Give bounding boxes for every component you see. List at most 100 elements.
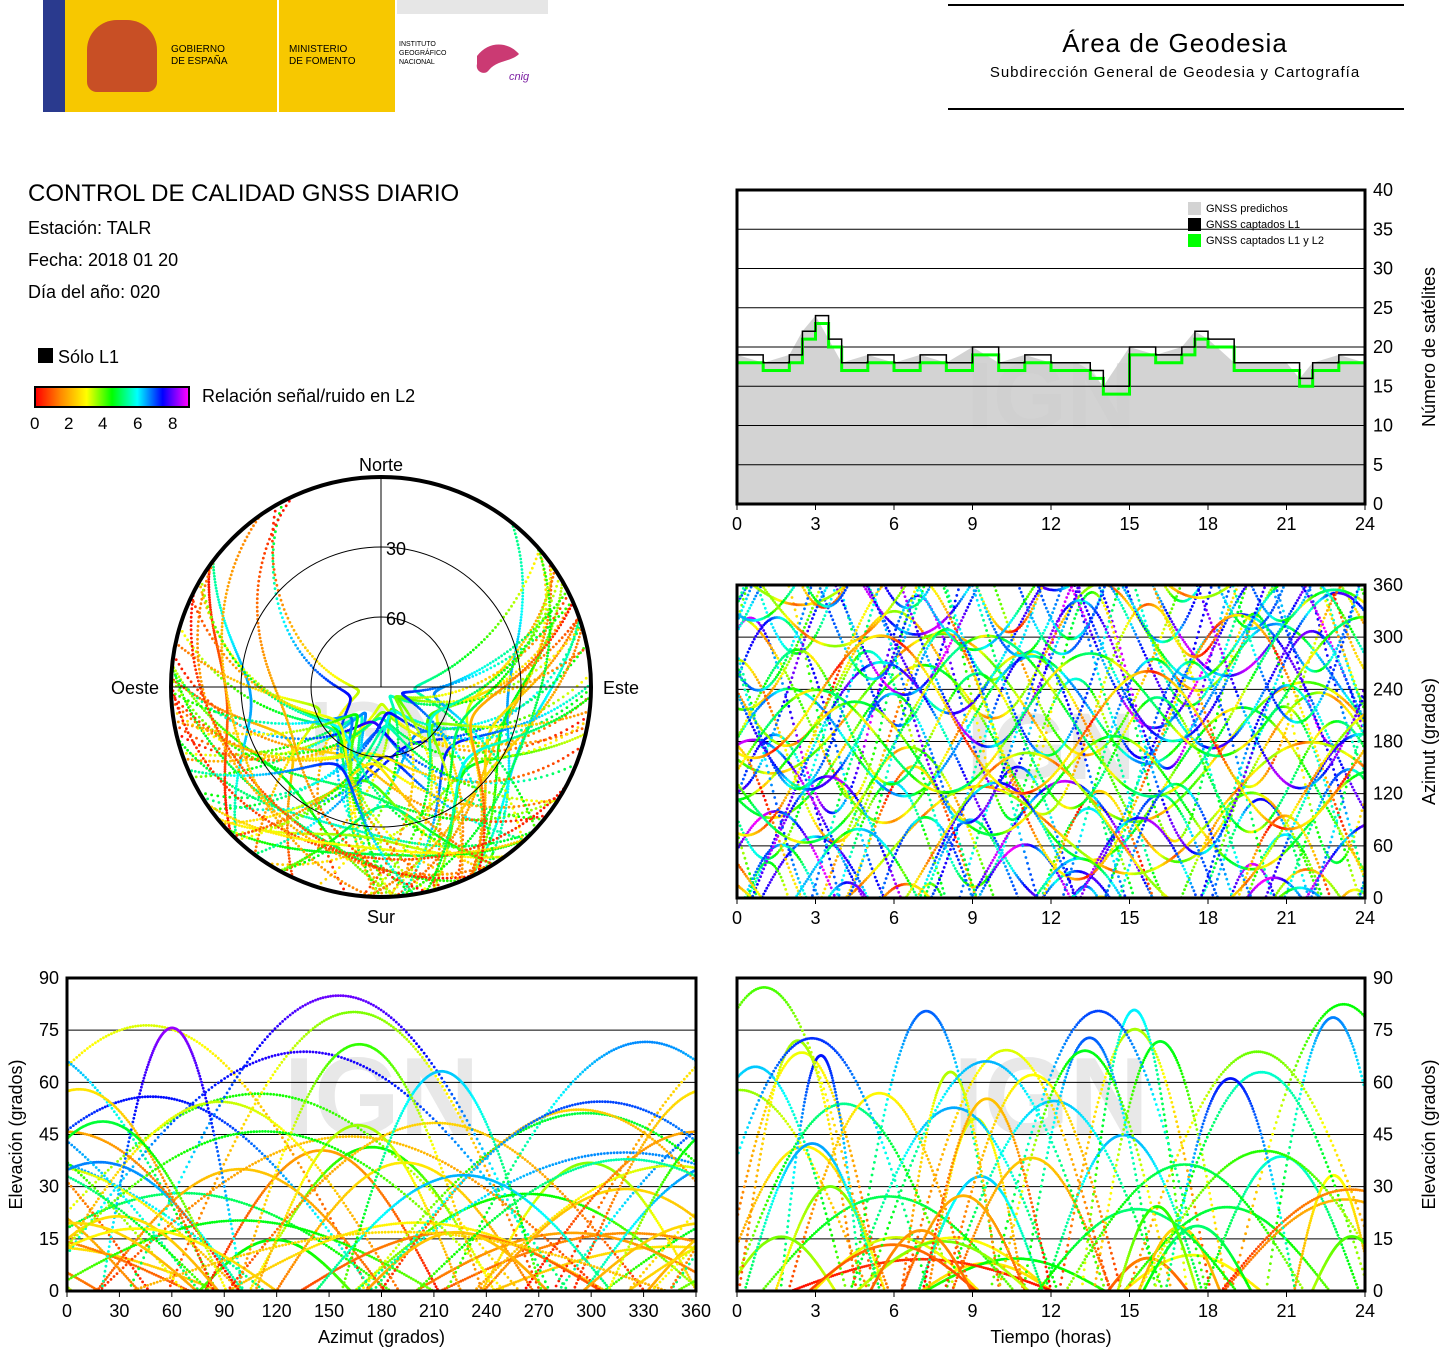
trajectory-point: [507, 833, 511, 837]
trajectory-point: [453, 833, 456, 836]
trajectory-point: [174, 674, 178, 678]
trajectory-point: [499, 683, 503, 687]
trajectory-point: [498, 813, 501, 817]
trajectory-point: [559, 669, 563, 673]
snr-colorbar: [34, 386, 190, 408]
trajectory-point: [291, 715, 294, 719]
trajectory-point: [462, 733, 466, 737]
trajectory-point: [543, 670, 547, 673]
trajectory-point: [397, 768, 400, 772]
trajectory-point: [548, 628, 552, 632]
trajectory-point: [243, 825, 247, 829]
trajectory-point: [201, 719, 204, 722]
trajectory-point: [288, 860, 292, 863]
trajectory-point: [233, 801, 237, 805]
trajectory-point: [447, 860, 451, 863]
trajectory-point: [306, 826, 310, 829]
trajectory-point: [472, 863, 476, 867]
trajectory-point: [445, 862, 449, 866]
cnig-text: cnig: [509, 71, 530, 83]
trajectory-point: [562, 702, 566, 706]
trajectory-point: [560, 636, 564, 640]
trajectory-point: [344, 836, 348, 839]
trajectory-point: [564, 657, 568, 661]
trajectory-point: [486, 757, 490, 761]
trajectory-point: [298, 746, 302, 750]
trajectory-point: [305, 815, 308, 819]
trajectory-point: [275, 735, 279, 738]
trajectory-point: [554, 733, 557, 737]
trajectory-point: [576, 735, 580, 739]
trajectory-point: [289, 869, 293, 873]
trajectory-point: [519, 745, 523, 748]
trajectory-point: [177, 689, 181, 692]
trajectory-point: [388, 837, 392, 841]
trajectory-point: [499, 820, 503, 823]
trajectory-point: [333, 747, 337, 750]
trajectory-point: [289, 808, 293, 812]
trajectory-point: [499, 619, 503, 623]
trajectory-point: [507, 751, 511, 755]
trajectory-point: [187, 688, 190, 692]
trajectory-point: [554, 738, 558, 742]
trajectory-point: [557, 682, 561, 686]
trajectory-point: [458, 791, 462, 795]
trajectory-point: [212, 565, 215, 569]
trajectory-point: [307, 661, 311, 665]
trajectory-point: [521, 575, 524, 578]
trajectory-point: [445, 816, 449, 820]
trajectory-point: [190, 758, 194, 762]
trajectory-point: [572, 652, 576, 656]
trajectory-point: [215, 589, 219, 593]
trajectory-point: [286, 838, 290, 841]
trajectory-point: [518, 627, 521, 630]
trajectory-point: [286, 863, 290, 867]
trajectory-point: [506, 787, 510, 791]
trajectory-point: [537, 740, 540, 744]
trajectory-point: [476, 826, 480, 830]
trajectory-point: [545, 774, 549, 777]
trajectory-point: [304, 745, 308, 749]
trajectory-point: [279, 841, 283, 845]
trajectory-point: [403, 807, 406, 810]
trajectory-point: [175, 712, 179, 715]
trajectory-point: [359, 746, 363, 749]
trajectory-point: [281, 616, 284, 619]
trajectory-point: [424, 764, 427, 768]
trajectory-point: [494, 843, 498, 847]
trajectory-point: [488, 761, 492, 765]
trajectory-point: [428, 848, 432, 852]
trajectory-point: [380, 891, 383, 895]
trajectory-point: [271, 548, 275, 551]
trajectory-point: [581, 722, 585, 726]
trajectory-point: [551, 645, 555, 649]
trajectory-point: [442, 787, 445, 791]
trajectory-point: [250, 767, 254, 770]
trajectory-point: [278, 747, 282, 750]
trajectory-point: [281, 863, 285, 866]
trajectory-point: [316, 778, 320, 781]
trajectory-point: [196, 688, 200, 692]
trajectory-point: [239, 806, 243, 809]
trajectory-point: [352, 804, 356, 808]
trajectory-point: [256, 701, 259, 705]
trajectory-point: [546, 618, 550, 622]
trajectory-point: [511, 765, 515, 768]
trajectory-point: [577, 635, 581, 639]
trajectory-point: [220, 759, 224, 763]
trajectory-point: [294, 643, 297, 647]
trajectory-point: [517, 546, 521, 550]
trajectory-point: [543, 712, 547, 716]
trajectory-point: [218, 807, 222, 811]
trajectory-point: [290, 636, 293, 640]
trajectory-point: [513, 532, 517, 536]
trajectory-point: [557, 743, 561, 746]
trajectory-point: [521, 740, 525, 743]
trajectory-point: [548, 618, 552, 622]
trajectory-point: [320, 664, 324, 668]
trajectory-point: [571, 729, 574, 733]
trajectory-point: [546, 651, 550, 655]
trajectory-point: [249, 730, 253, 734]
trajectory-point: [545, 622, 549, 626]
trajectory-point: [557, 770, 561, 773]
